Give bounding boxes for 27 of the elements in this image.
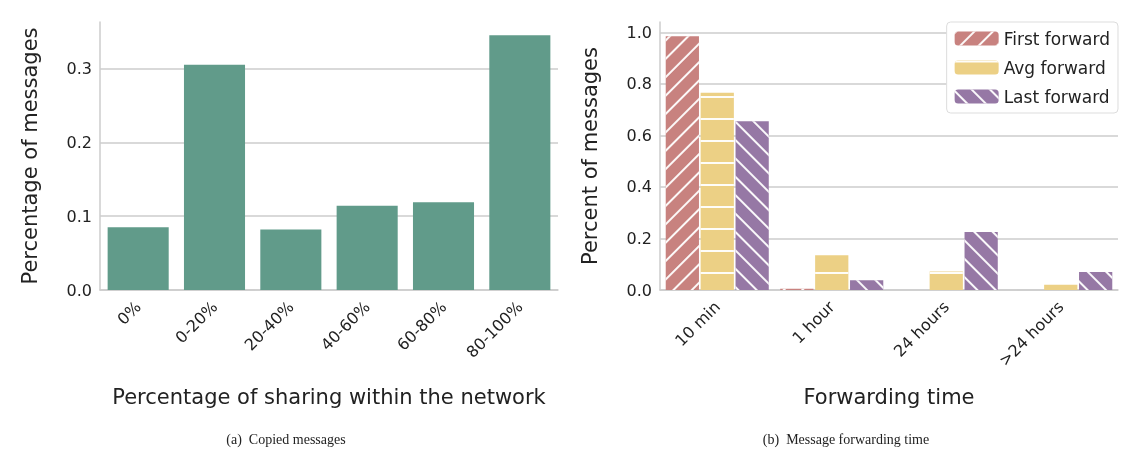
bar xyxy=(107,227,169,290)
legend-label: First forward xyxy=(1003,28,1110,49)
y-tick-label: 0.3 xyxy=(66,59,92,79)
x-tick-label: 0% xyxy=(113,297,145,329)
y-tick-label: 0.2 xyxy=(626,228,652,248)
y-tick-label: 0.6 xyxy=(626,125,652,145)
y-tick-label: 0.1 xyxy=(66,206,92,226)
bar xyxy=(183,64,246,290)
y-tick-label: 0.2 xyxy=(66,132,92,152)
y-axis-title: Percentage of messages xyxy=(17,27,42,285)
y-tick-label: 1.0 xyxy=(626,22,652,42)
x-tick-label: 10 min xyxy=(671,297,724,351)
text: (b) Message forwarding time xyxy=(762,431,930,448)
text: (a) Copied messages xyxy=(226,431,346,448)
bar xyxy=(412,202,475,290)
x-axis-title: Percentage of sharing within the network xyxy=(112,384,547,409)
y-axis-title: Percent of messages xyxy=(577,47,602,265)
bar xyxy=(260,229,322,290)
x-axis-title: Forwarding time xyxy=(803,384,975,409)
y-tick-label: 0.8 xyxy=(626,74,652,94)
y-tick-label: 0.4 xyxy=(626,177,652,197)
legend-label: Last forward xyxy=(1003,86,1110,107)
y-tick-label: 0.0 xyxy=(626,280,652,300)
bar xyxy=(336,205,398,290)
legend-label: Avg forward xyxy=(1003,57,1106,78)
y-tick-label: 0.0 xyxy=(66,280,92,300)
bar xyxy=(489,35,551,290)
